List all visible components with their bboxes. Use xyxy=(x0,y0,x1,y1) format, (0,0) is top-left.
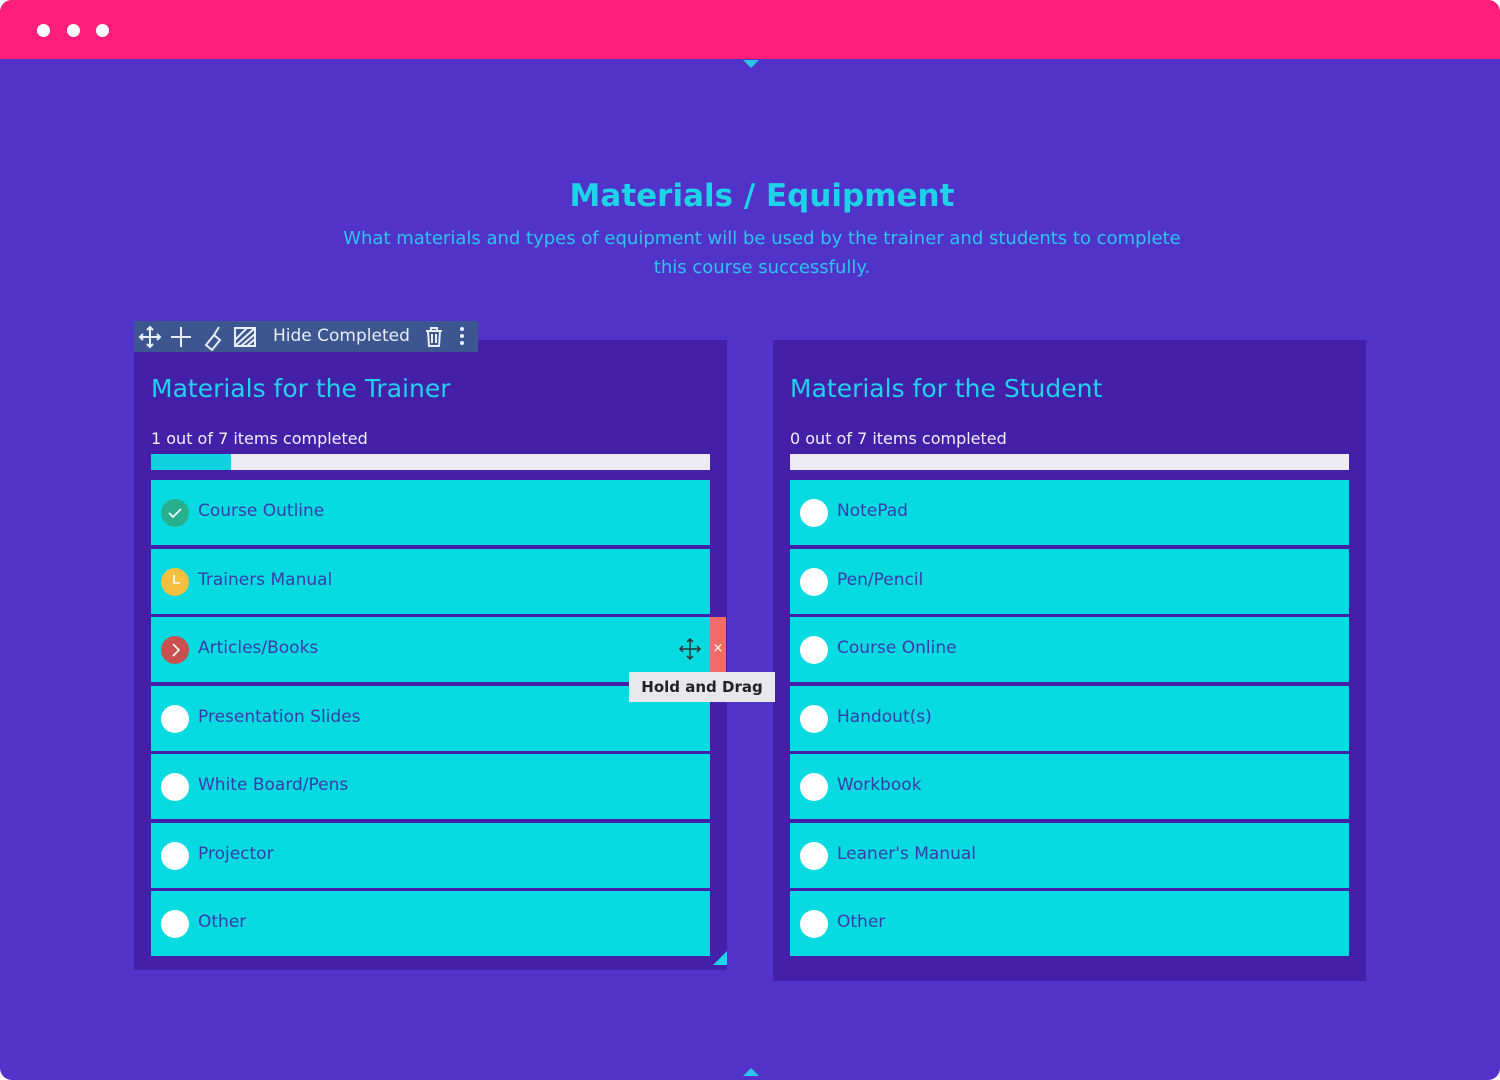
status-icon[interactable] xyxy=(160,635,190,665)
move-glyph xyxy=(678,637,702,661)
window-dot[interactable] xyxy=(37,24,50,37)
progress-fill xyxy=(151,454,231,470)
status-circle xyxy=(161,567,189,596)
subtitle: What materials and types of equipment wi… xyxy=(343,228,1181,278)
status-icon[interactable] xyxy=(799,841,829,871)
status-circle xyxy=(800,636,828,664)
arrow xyxy=(743,60,759,68)
list-panel: Materials for the Trainer 1 out of 7 item… xyxy=(134,340,727,970)
status-circle xyxy=(800,567,828,596)
status-icon[interactable] xyxy=(160,567,190,597)
list-item[interactable]: Pen/Pencil xyxy=(790,548,1349,614)
list-item[interactable]: White Board/Pens xyxy=(151,754,710,819)
item-label: Trainers Manual xyxy=(198,569,333,590)
status-circle xyxy=(161,704,189,733)
status-circle xyxy=(161,841,189,870)
item-label: Pen/Pencil xyxy=(837,569,924,590)
item-label: Handout(s) xyxy=(837,706,932,727)
progress-bar xyxy=(151,454,710,470)
window-dot[interactable] xyxy=(67,24,80,37)
toolbar-icons[interactable] xyxy=(134,321,264,352)
status-icon[interactable] xyxy=(160,841,190,871)
status-glyph xyxy=(168,508,182,519)
drag-handle[interactable]: × xyxy=(710,617,726,682)
toolbar: Hide Completed xyxy=(134,321,478,352)
item-label: White Board/Pens xyxy=(198,775,349,795)
item-label: Course Online xyxy=(837,638,957,658)
status-icon[interactable] xyxy=(799,704,829,734)
list-item[interactable]: Handout(s) xyxy=(790,685,1349,751)
list-item[interactable]: NotePad xyxy=(790,480,1349,545)
list-item[interactable]: Course Online xyxy=(790,617,1349,682)
status-glyph xyxy=(172,643,181,657)
resize-corner xyxy=(713,951,727,965)
status-circle xyxy=(800,773,828,801)
list-title: Materials for the Trainer xyxy=(151,374,451,403)
status-circle xyxy=(800,841,828,870)
list-title: Materials for the Student xyxy=(790,374,1103,403)
status-circle xyxy=(161,910,189,938)
status-circle xyxy=(161,636,189,664)
hide-completed[interactable]: Hide Completed xyxy=(273,326,410,346)
status-icon[interactable] xyxy=(160,909,190,939)
status-circle xyxy=(161,499,189,527)
list-item[interactable]: Other xyxy=(790,891,1349,956)
move-icon xyxy=(678,637,702,661)
status-icon[interactable] xyxy=(799,498,829,528)
list-item[interactable]: Workbook xyxy=(790,754,1349,819)
item-label: Presentation Slides xyxy=(198,706,361,727)
window-dot[interactable] xyxy=(96,24,109,37)
tooltip: Hold and Drag xyxy=(629,672,775,702)
progress-text: 0 out of 7 items completed xyxy=(790,429,1007,448)
progress-bar xyxy=(790,454,1349,470)
list-item[interactable]: Projector xyxy=(151,822,710,888)
status-icon[interactable] xyxy=(160,704,190,734)
status-icon[interactable] xyxy=(799,567,829,597)
item-label: Other xyxy=(837,912,886,932)
item-label: Articles/Books xyxy=(198,638,319,658)
status-icon[interactable] xyxy=(799,635,829,665)
title: Materials / Equipment xyxy=(569,178,955,214)
item-label: Projector xyxy=(198,843,274,864)
list-item[interactable]: Presentation Slides xyxy=(151,685,710,751)
list-item[interactable]: Course Outline xyxy=(151,480,710,545)
status-circle xyxy=(800,704,828,733)
status-icon[interactable] xyxy=(160,772,190,802)
window-bar xyxy=(0,0,1500,59)
list-item[interactable]: Trainers Manual xyxy=(151,548,710,614)
list-item[interactable]: Other xyxy=(151,891,710,956)
item-label: Workbook xyxy=(837,775,922,795)
toolbar-icons[interactable] xyxy=(422,321,478,352)
corner-glyph xyxy=(713,951,727,965)
arrow xyxy=(743,1068,759,1076)
status-circle xyxy=(800,499,828,527)
status-circle xyxy=(161,773,189,801)
status-icon[interactable] xyxy=(160,498,190,528)
status-circle xyxy=(800,910,828,938)
item-label: Leaner's Manual xyxy=(837,843,976,864)
status-glyph xyxy=(173,574,180,584)
status-icon[interactable] xyxy=(799,909,829,939)
item-label: Other xyxy=(198,912,247,932)
item-label: NotePad xyxy=(837,501,908,521)
item-label: Course Outline xyxy=(198,501,325,521)
list-item[interactable]: Articles/Books xyxy=(151,617,710,682)
status-icon[interactable] xyxy=(799,772,829,802)
list-panel: Materials for the Student 0 out of 7 item… xyxy=(773,340,1366,981)
progress-text: 1 out of 7 items completed xyxy=(151,429,368,448)
list-item[interactable]: Leaner's Manual xyxy=(790,822,1349,888)
